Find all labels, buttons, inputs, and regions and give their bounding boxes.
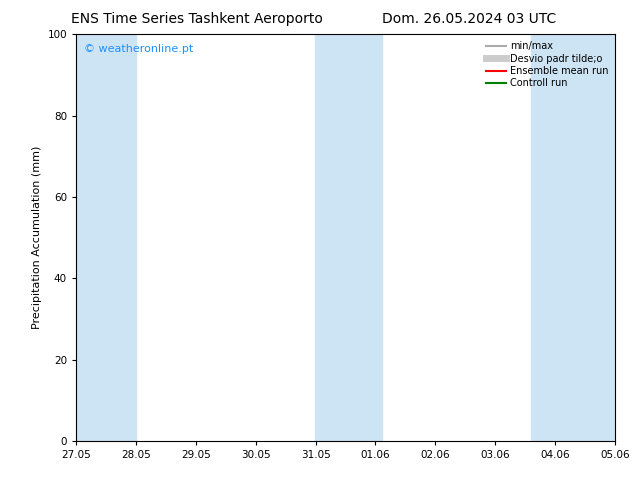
Text: Dom. 26.05.2024 03 UTC: Dom. 26.05.2024 03 UTC	[382, 12, 556, 26]
Text: ENS Time Series Tashkent Aeroporto: ENS Time Series Tashkent Aeroporto	[70, 12, 323, 26]
Bar	[531, 34, 615, 441]
Y-axis label: Precipitation Accumulation (mm): Precipitation Accumulation (mm)	[32, 146, 42, 329]
Legend: min/max, Desvio padr tilde;o, Ensemble mean run, Controll run: min/max, Desvio padr tilde;o, Ensemble m…	[484, 39, 610, 90]
Bar	[76, 34, 136, 441]
Bar	[315, 34, 382, 441]
Text: © weatheronline.pt: © weatheronline.pt	[84, 45, 193, 54]
